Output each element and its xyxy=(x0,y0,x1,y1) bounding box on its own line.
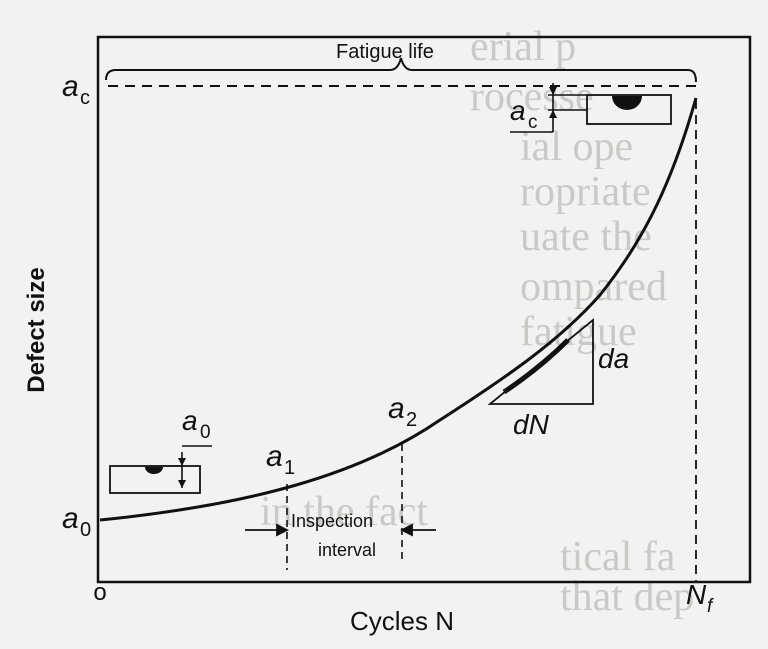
crack-growth-curve xyxy=(99,97,698,522)
plot-frame xyxy=(96,35,752,584)
ac-axis-label: a c xyxy=(62,70,90,109)
svg-text:a: a xyxy=(510,95,526,126)
critical-defect-inset xyxy=(510,83,672,133)
svg-text:1: 1 xyxy=(284,457,295,479)
origin-label: o xyxy=(93,579,106,606)
inspection-label: Inspection xyxy=(291,511,373,531)
svg-text:a: a xyxy=(62,70,79,103)
svg-text:ropriate: ropriate xyxy=(520,169,651,215)
ac-inset-label: a c xyxy=(510,95,538,133)
initial-defect-inset xyxy=(109,445,212,494)
a0-axis-label: a 0 xyxy=(62,502,91,541)
svg-text:0: 0 xyxy=(80,519,91,541)
svg-text:f: f xyxy=(707,596,714,617)
svg-text:rocesse: rocesse xyxy=(470,74,594,120)
svg-text:a: a xyxy=(182,405,198,436)
a2-label: a 2 xyxy=(388,392,417,431)
svg-text:2: 2 xyxy=(406,409,417,431)
a1-label: a 1 xyxy=(266,440,295,479)
da-label: da xyxy=(598,343,629,374)
y-axis-label: Defect size xyxy=(23,267,50,392)
slope-triangle xyxy=(487,318,594,405)
svg-text:c: c xyxy=(80,87,90,109)
svg-text:N: N xyxy=(686,579,707,610)
svg-text:a: a xyxy=(266,440,283,473)
svg-text:c: c xyxy=(528,112,538,133)
interval-label: interval xyxy=(318,540,376,560)
svg-text:a: a xyxy=(62,502,79,535)
fatigue-life-label: Fatigue life xyxy=(336,41,434,63)
dn-label: dN xyxy=(513,409,550,440)
svg-text:in the fact: in the fact xyxy=(260,489,428,535)
inspection-interval-arrows xyxy=(245,523,436,537)
svg-text:a: a xyxy=(388,392,405,425)
nf-label: N f xyxy=(686,579,714,617)
background-ghost-text: erial p rocesse ial ope ropriate uate th… xyxy=(260,24,694,620)
svg-text:uate the: uate the xyxy=(520,214,652,260)
svg-text:erial p: erial p xyxy=(470,24,576,70)
x-axis-label: Cycles N xyxy=(350,606,454,636)
svg-text:0: 0 xyxy=(200,422,211,443)
fatigue-life-brace xyxy=(105,57,697,83)
a0-inset-label: a 0 xyxy=(182,405,211,443)
svg-text:tical fa: tical fa xyxy=(560,534,676,580)
